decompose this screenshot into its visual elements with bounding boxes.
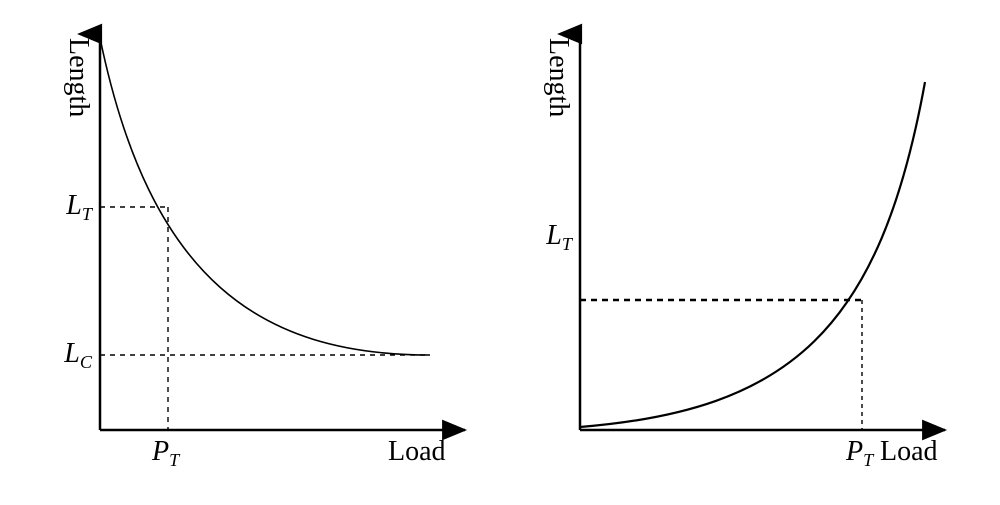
left-x-label: Load bbox=[388, 436, 446, 468]
left-tick-lc: LC bbox=[64, 338, 92, 370]
right-tick-pt: PT bbox=[846, 436, 873, 468]
figure-svg bbox=[0, 0, 1000, 505]
figure-canvas: Length Load LT LC PT Length Load LT PT bbox=[0, 0, 1000, 505]
right-panel bbox=[580, 34, 945, 430]
left-panel bbox=[100, 34, 465, 430]
left-tick-lt: LT bbox=[66, 190, 92, 222]
left-tick-pt: PT bbox=[152, 436, 179, 468]
left-y-label: Length bbox=[62, 38, 94, 117]
left-curve bbox=[100, 38, 430, 355]
right-curve bbox=[580, 82, 925, 427]
right-x-label: Load bbox=[880, 436, 938, 468]
right-y-label: Length bbox=[542, 38, 574, 117]
right-tick-lt: LT bbox=[546, 220, 572, 252]
